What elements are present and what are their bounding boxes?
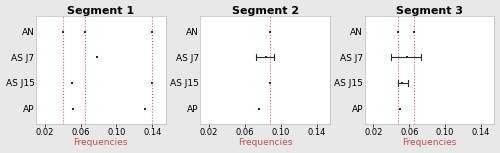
X-axis label: Frequencies: Frequencies [74,138,128,147]
Title: Segment 1: Segment 1 [67,6,134,16]
Title: Segment 3: Segment 3 [396,6,463,16]
X-axis label: Frequencies: Frequencies [402,138,456,147]
X-axis label: Frequencies: Frequencies [238,138,292,147]
Title: Segment 2: Segment 2 [232,6,298,16]
